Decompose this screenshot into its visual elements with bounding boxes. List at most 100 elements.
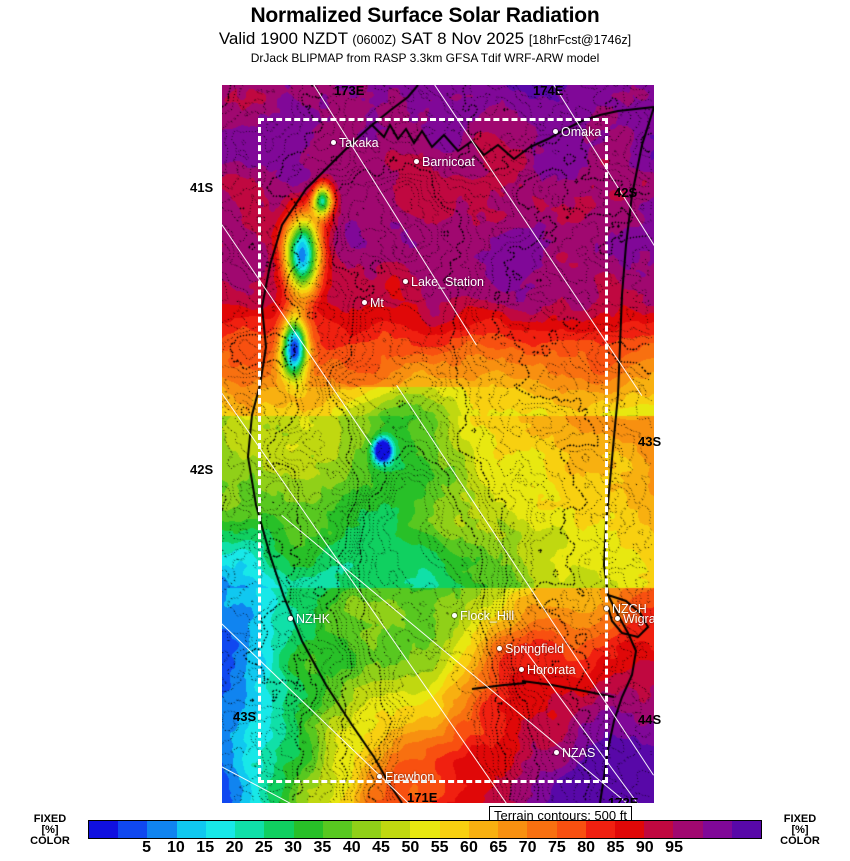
station-marker[interactable]: Omaka [553,123,601,141]
valid-time-line: Valid 1900 NZDT (0600Z) SAT 8 Nov 2025 [… [0,28,850,51]
valid-utc-text: (0600Z) [352,33,397,47]
color-bar-tick: 15 [196,839,215,856]
fixed-text-left: FIXED [33,813,67,825]
title-block: Normalized Surface Solar Radiation Valid… [0,0,850,66]
color-bar-segment [468,821,499,838]
color-bar-tick: 90 [635,839,654,856]
station-label: Lake_Station [411,274,484,289]
station-marker[interactable]: Hororata [519,661,576,679]
color-bar-segment [439,821,469,838]
color-text-right: COLOR [780,835,820,847]
graticule-label: 173E [334,85,365,98]
color-bar-tick: 60 [460,839,478,856]
color-bar-segment [527,821,557,838]
station-label: Flock_Hill [460,608,515,623]
color-bar-segment [147,821,177,838]
graticule-label: 174E [533,85,564,98]
station-dot-icon [554,750,559,756]
station-label: NZHK [296,611,331,626]
graticule-label: 42S [614,185,638,200]
station-marker[interactable]: Wigram [615,610,654,628]
graticule-label: 172E [608,795,639,803]
station-label: NZAS [562,745,596,760]
color-bar-tick: 70 [518,839,537,856]
station-marker[interactable]: NZAS [554,744,595,762]
color-bar-tick: 30 [284,839,303,856]
color-bar-tick: 10 [167,839,185,856]
station-label: Springfield [505,641,565,656]
station-label: NZCH [612,601,647,616]
station-marker[interactable]: NZCH [604,600,647,618]
color-bar-segment [410,821,440,838]
color-bar-segment [381,821,411,838]
graticule-label: 44S [638,712,662,727]
model-domain-boundary [258,118,608,783]
color-bar-tick: 85 [606,839,625,856]
valid-time-text: Valid 1900 NZDT [218,29,348,48]
map-raster [222,85,654,803]
color-bar-segment [176,821,206,838]
station-dot-icon [452,613,457,619]
color-scale-legend: FIXED [%] COLOR 5 10 15 20 25 30 35 40 45 50 55 60 6… [0,814,850,861]
color-bar-segment [702,821,732,838]
station-dot-icon [519,667,524,673]
color-bar-segment [264,821,294,838]
station-dot-icon [497,646,502,652]
percent-text-right: [%] [791,824,809,836]
color-bar-tick: 75 [547,839,566,856]
color-bar[interactable] [88,820,762,839]
station-marker[interactable]: Flock_Hill [452,607,514,625]
station-marker[interactable]: Lake_Station [403,273,484,291]
color-bar-segment [293,821,323,838]
color-bar-tick: 35 [313,839,332,856]
graticule-label: 43S [638,434,662,449]
color-bar-tick-labels: 5 10 15 20 25 30 35 40 45 50 55 60 65 70 75 80 85 90 95 [88,839,762,861]
station-dot-icon [414,159,419,165]
solar-radiation-map[interactable]: Takaka Omaka Barnicoat Lake_Station Mt NZHK Fl… [222,85,654,803]
color-bar-tick: 80 [577,839,596,856]
station-dot-icon [604,606,609,612]
color-bar-segment [351,821,382,838]
color-bar-segment [118,821,148,838]
color-bar-tick: 20 [225,839,244,856]
fixed-color-label-right: FIXED [%] COLOR [772,814,828,847]
station-label: Mt [370,295,384,310]
color-bar-segment [322,821,352,838]
valid-date-text: SAT 8 Nov 2025 [400,29,525,48]
color-bar-segment [644,821,674,838]
graticule-label: 171E [407,790,438,803]
color-bar-tick: 40 [342,839,361,856]
color-bar-tick: 65 [489,839,508,856]
station-marker[interactable]: NZHK [288,610,330,628]
station-marker[interactable]: Erewhon [377,768,434,786]
station-label: Barnicoat [422,154,475,169]
station-dot-icon [331,140,336,146]
color-bar-segment [235,821,265,838]
graticule-label: 41S [190,180,214,195]
graticule-label: 42S [190,462,214,477]
color-bar-segment [614,821,645,838]
station-label: Erewhon [385,769,435,784]
color-bar-segment [89,821,119,838]
color-bar-segment [498,821,528,838]
color-bar-segment [673,821,703,838]
station-dot-icon [377,774,382,780]
color-bar-segment [556,821,586,838]
station-dot-icon [288,616,293,622]
station-dot-icon [403,279,408,285]
fixed-text-right: FIXED [783,813,817,825]
station-marker[interactable]: Mt [362,294,384,312]
color-bar-segment [205,821,236,838]
station-marker[interactable]: Takaka [331,134,379,152]
color-bar-tick: 45 [372,839,390,856]
color-bar-tick: 95 [665,839,683,856]
station-marker[interactable]: Springfield [497,640,564,658]
graticule-label: 43S [233,709,257,724]
color-text-left: COLOR [30,835,70,847]
station-marker[interactable]: Barnicoat [414,153,475,171]
color-bar-tick: 50 [401,839,420,856]
color-bar-segment [585,821,615,838]
station-label: Wigram [623,611,654,626]
forecast-tag: [18hrFcst@1746z] [528,33,632,47]
color-bar-segment [731,821,762,838]
